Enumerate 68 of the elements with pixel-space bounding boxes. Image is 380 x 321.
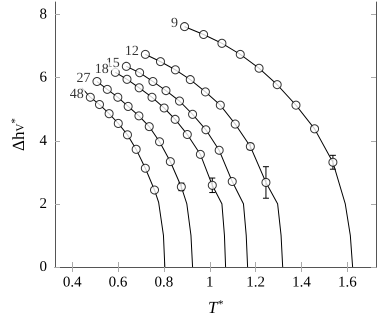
point [236,50,245,59]
point [134,111,144,120]
point [175,96,184,106]
x-axis-title: T* [208,298,224,317]
point [186,75,195,84]
x-tick-label: 1.6 [338,274,358,290]
point [102,84,112,94]
point [122,130,132,140]
point [217,38,226,48]
x-tick-label: 1.4 [292,274,312,290]
point [124,102,133,111]
point [94,100,104,110]
point [230,120,240,129]
point [182,130,192,139]
point [291,100,300,110]
point [161,86,170,96]
x-tick-label: 1 [206,274,214,290]
point [200,87,210,96]
series-label: 12 [124,44,139,59]
y-tick-label: 6 [40,70,48,86]
point [122,62,131,71]
x-tick-label: 0.6 [108,274,128,290]
point [261,178,270,187]
point [140,50,150,59]
point [216,100,225,110]
point [92,77,102,86]
point [104,109,114,118]
point [170,114,180,124]
point [113,92,122,102]
point [160,104,169,112]
point [147,92,156,102]
point [166,157,175,166]
series-label: 27 [76,71,90,86]
y-axis-title: ΔhV* [9,118,28,151]
point [214,146,224,155]
point [180,22,190,32]
point [140,164,150,173]
point [208,180,217,190]
series-label: 9 [171,16,178,32]
point [114,118,123,128]
point [228,177,237,186]
point [148,77,158,86]
point [150,186,160,195]
point [86,92,95,102]
y-tick-label: 8 [40,6,47,23]
y-tick-label: 2 [40,196,47,212]
x-tick-label: 0.8 [154,274,174,290]
y-tick-label: 0 [40,259,47,275]
point [272,80,282,90]
series-label: 48 [70,86,84,102]
point [135,68,144,78]
y-tick-label: 4 [40,132,48,149]
x-tick-label: 1.2 [246,274,265,290]
point [201,125,210,134]
point [188,110,198,119]
point [155,137,164,146]
point [132,144,141,154]
point [254,64,264,73]
point [199,30,208,39]
point [156,57,165,66]
point [328,158,338,167]
point [144,122,154,132]
point [310,124,320,134]
point [170,65,180,74]
point [122,74,132,84]
point [134,83,144,92]
point [196,150,205,159]
x-tick-label: 0.4 [62,274,82,290]
